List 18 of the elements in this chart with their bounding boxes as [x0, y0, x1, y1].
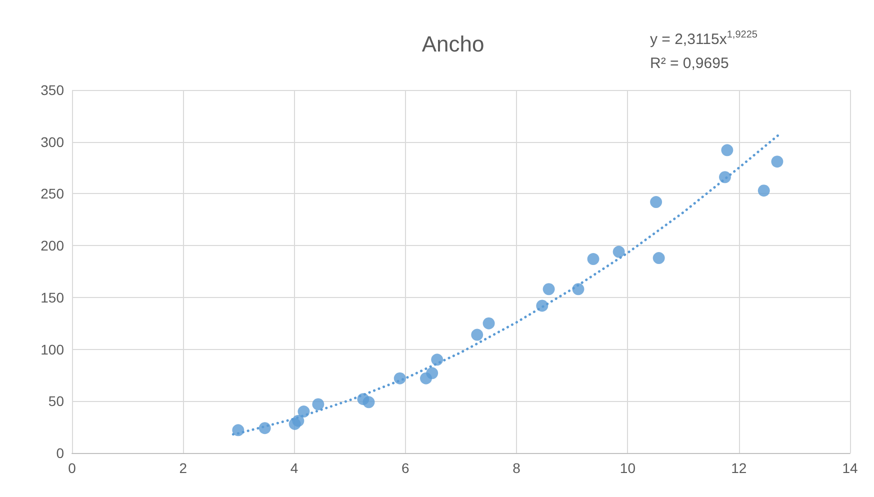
- y-tick-label: 200: [40, 238, 64, 254]
- chart-title: Ancho: [422, 32, 484, 56]
- x-tick-label: 8: [512, 460, 521, 476]
- x-tick-label: 12: [731, 460, 747, 476]
- y-tick-label: 250: [40, 186, 64, 202]
- x-tick-label: 2: [179, 460, 188, 476]
- x-tick-label: 6: [402, 460, 410, 476]
- y-tick-label: 350: [40, 82, 64, 98]
- y-tick-label: 100: [40, 341, 64, 358]
- x-tick-label: 14: [842, 460, 858, 476]
- x-tick-label: 4: [290, 460, 298, 476]
- y-tick-label: 150: [40, 289, 64, 306]
- y-tick-label: 50: [48, 393, 64, 410]
- text: R² = 0,9695: [650, 55, 729, 72]
- x-tick-label: 0: [68, 460, 76, 476]
- x-tick-label: 10: [620, 460, 636, 476]
- y-tick-label: 300: [40, 134, 64, 150]
- y-tick-label: 0: [56, 445, 64, 461]
